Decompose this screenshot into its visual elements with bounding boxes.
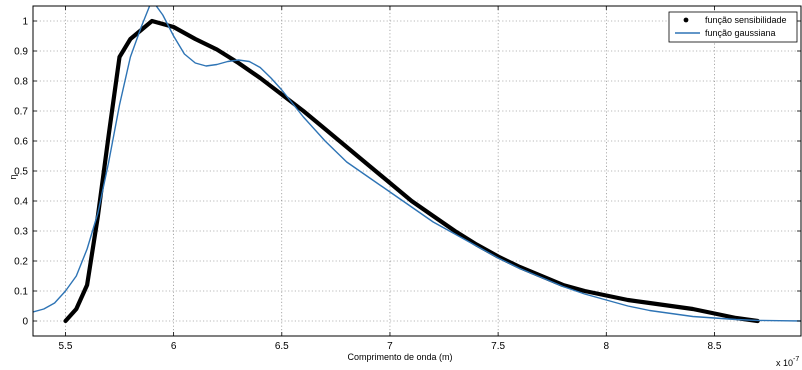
legend: função sensibilidade função gaussiana [668,11,798,43]
y-tick-label: 0.8 [14,77,28,88]
x-tick-label: 8 [604,341,610,352]
series-line-sensibilidade [63,18,760,324]
y-tick-label: 0.4 [14,197,28,208]
legend-entry-gaussiana: função gaussiana [705,28,776,38]
y-tick-label: 0.9 [14,47,28,58]
y-tick-label: 0 [22,317,28,328]
grid-layer [33,6,801,336]
x-tick-label: 6 [171,341,177,352]
series-layer [33,6,801,324]
plot-frame [32,5,802,337]
legend-box [668,11,798,43]
legend-marker-sensibilidade [683,17,689,23]
x-scale-base: x 10 [776,358,793,368]
y-tick-label: 0.5 [14,167,28,178]
ticks-layer: 5.5 6 6.5 7 7.5 8 8.5 0 0.1 0.2 0.3 0.4 0.5 0.6 0.7 0.8… [14,6,801,352]
series-line-gaussiana [33,6,801,322]
y-tick-label: 0.3 [14,227,28,238]
x-tick-label: 6.5 [275,341,289,352]
x-tick-label: 7 [387,341,393,352]
y-tick-label: 0.7 [14,107,28,118]
x-scale-factor: x 10-7 [776,356,799,368]
y-tick-label: 0.1 [14,287,28,298]
x-tick-label: 7.5 [491,341,505,352]
y-axis-label: η [8,174,18,179]
legend-entry-sensibilidade: função sensibilidade [705,15,787,25]
y-tick-label: 0.2 [14,257,28,268]
y-tick-label: 0.6 [14,137,28,148]
x-axis-label: Comprimento de onda (m) [347,352,452,362]
x-tick-label: 8.5 [708,341,722,352]
x-scale-exponent: -7 [793,356,799,363]
x-tick-label: 5.5 [58,341,72,352]
y-tick-label: 1 [22,17,28,28]
